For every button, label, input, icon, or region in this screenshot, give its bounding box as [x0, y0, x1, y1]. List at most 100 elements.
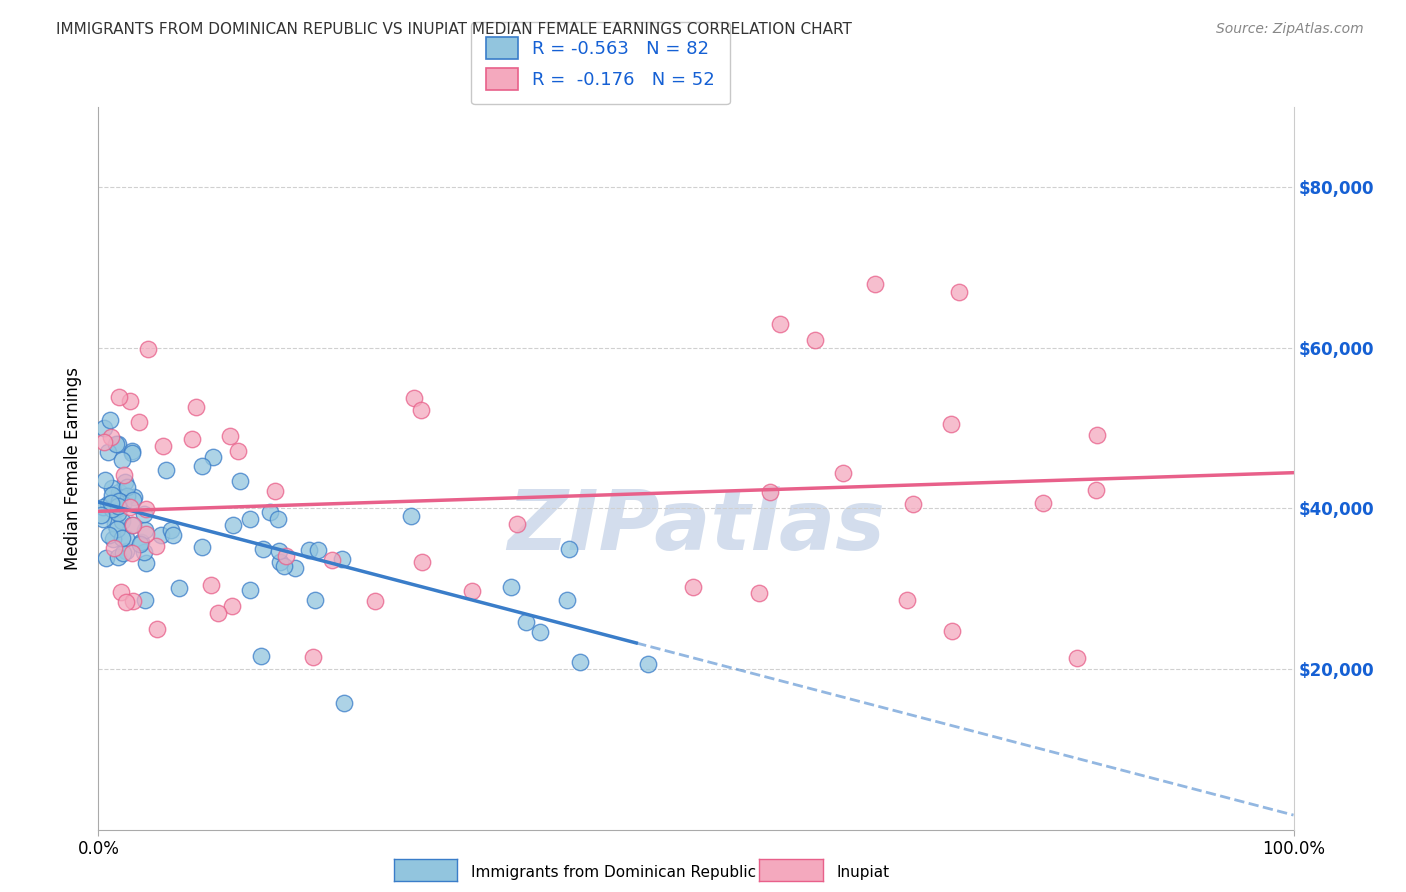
Point [115, 480, 138, 494]
Point [515, 615, 537, 629]
Point [404, 391, 426, 405]
Point [226, 444, 249, 458]
Point [284, 561, 307, 575]
Point [304, 592, 326, 607]
Point [152, 438, 174, 452]
Point [831, 466, 853, 480]
Point [136, 343, 159, 357]
Point [135, 527, 157, 541]
Point [298, 543, 321, 558]
Point [557, 541, 579, 556]
Point [114, 475, 136, 490]
Point [239, 583, 262, 598]
Point [364, 594, 387, 608]
Point [399, 508, 422, 523]
Point [269, 543, 291, 558]
Text: Immigrants from Dominican Republic: Immigrants from Dominican Republic [471, 865, 756, 880]
Point [229, 474, 252, 488]
Point [107, 550, 129, 565]
Point [162, 528, 184, 542]
Point [135, 502, 157, 516]
Point [155, 463, 177, 477]
Point [637, 657, 659, 671]
Point [682, 580, 704, 594]
Point [114, 543, 136, 558]
Point [128, 415, 150, 429]
Point [333, 696, 356, 710]
Point [330, 552, 353, 566]
Point [896, 593, 918, 607]
Point [181, 432, 204, 446]
Point [93, 435, 115, 450]
Point [97, 445, 120, 459]
Point [302, 649, 325, 664]
Text: Inupiat: Inupiat [837, 865, 890, 880]
Point [191, 458, 214, 473]
Text: ZIPatlas: ZIPatlas [508, 485, 884, 566]
Point [759, 484, 782, 499]
Point [159, 523, 181, 537]
Point [903, 497, 925, 511]
Point [146, 622, 169, 636]
Point [111, 453, 134, 467]
Point [135, 556, 157, 570]
Point [121, 546, 143, 560]
Point [121, 444, 143, 458]
Point [529, 625, 551, 640]
Point [103, 517, 125, 532]
Point [105, 522, 128, 536]
Point [267, 512, 290, 526]
Point [207, 606, 229, 620]
Point [111, 514, 134, 528]
Point [115, 595, 138, 609]
Point [122, 594, 145, 608]
Point [939, 417, 962, 431]
Point [115, 489, 138, 503]
Point [1066, 651, 1088, 665]
Point [134, 593, 156, 607]
Point [409, 403, 432, 417]
Point [91, 512, 114, 526]
Point [111, 531, 134, 545]
Point [167, 581, 190, 595]
Point [748, 585, 770, 599]
Point [112, 467, 135, 482]
Point [239, 512, 262, 526]
Point [107, 437, 129, 451]
Point [200, 578, 222, 592]
Point [555, 592, 578, 607]
Point [499, 580, 522, 594]
Point [101, 502, 124, 516]
Point [121, 518, 143, 533]
Point [112, 497, 135, 511]
Point [107, 499, 129, 513]
Point [1084, 483, 1107, 498]
Point [108, 390, 131, 404]
Point [108, 485, 131, 500]
Point [100, 496, 122, 510]
Point [460, 584, 482, 599]
Point [124, 490, 146, 504]
Point [94, 551, 117, 566]
Point [114, 531, 136, 545]
Point [134, 523, 156, 537]
Point [569, 655, 592, 669]
Point [128, 537, 150, 551]
Point [804, 333, 827, 347]
Point [263, 483, 285, 498]
Point [107, 506, 129, 520]
Point [221, 599, 243, 614]
Point [276, 549, 298, 564]
Point [506, 516, 529, 531]
Point [98, 413, 122, 427]
Point [121, 446, 143, 460]
Point [118, 500, 141, 515]
Point [150, 528, 173, 542]
Point [941, 624, 963, 639]
Point [249, 648, 271, 663]
Point [252, 542, 274, 557]
Point [97, 528, 120, 542]
Legend: R = -0.563   N = 82, R =  -0.176   N = 52: R = -0.563 N = 82, R = -0.176 N = 52 [471, 22, 730, 104]
Point [107, 501, 129, 516]
Point [307, 542, 329, 557]
